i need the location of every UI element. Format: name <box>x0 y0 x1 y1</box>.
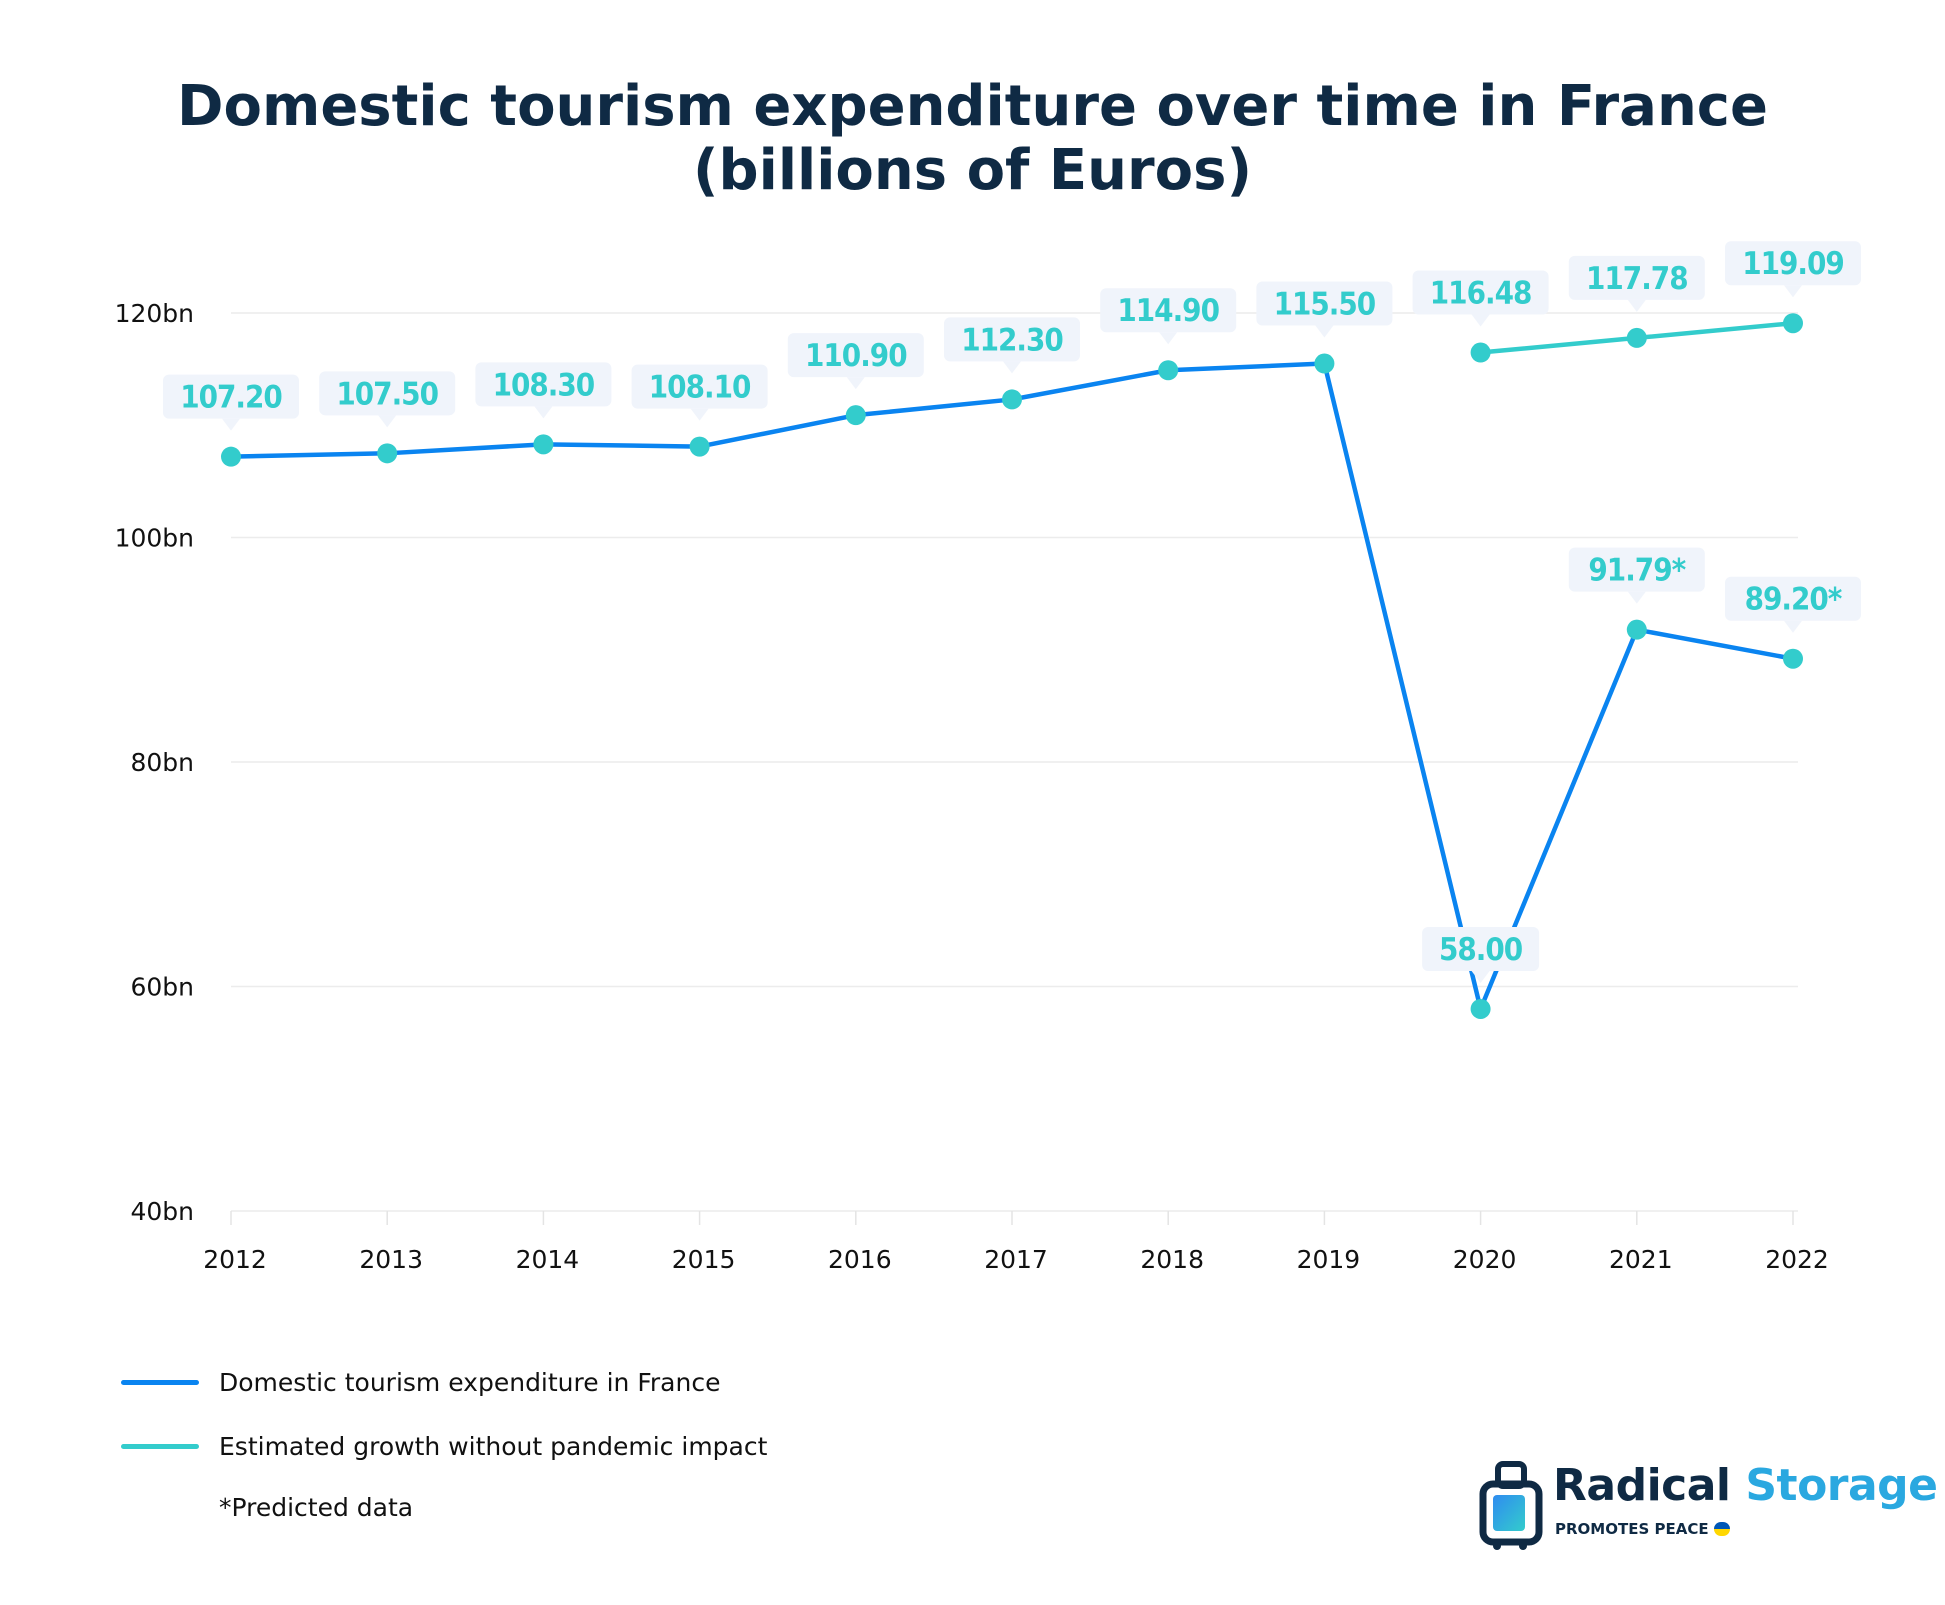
data-label-pointer <box>534 406 553 419</box>
data-label: 115.50 <box>1274 287 1376 323</box>
data-label-box <box>1568 547 1705 592</box>
data-point <box>845 405 866 426</box>
data-point <box>1314 353 1335 374</box>
series-line-0 <box>230 361 1794 1012</box>
data-label-box <box>163 374 299 419</box>
x-tick-label: 2020 <box>1453 1245 1517 1274</box>
title-line-2: (billions of Euros) <box>692 138 1253 203</box>
data-label: 114.90 <box>1117 293 1219 329</box>
data-point <box>1783 648 1803 669</box>
logo-text-light: Storage <box>1745 1460 1938 1511</box>
data-point <box>689 436 710 457</box>
data-label-box <box>631 364 768 409</box>
data-label: 112.30 <box>961 322 1063 358</box>
data-label-pointer <box>1627 591 1646 604</box>
data-point <box>1783 313 1803 334</box>
y-tick-label: 120bn <box>115 299 194 328</box>
y-tick-label: 40bn <box>130 1197 194 1226</box>
data-point <box>1470 998 1491 1019</box>
data-label: 108.30 <box>493 367 595 403</box>
data-label-box <box>1568 255 1705 300</box>
logo-tagline: PROMOTES PEACE <box>1555 1520 1709 1538</box>
legend-label: Estimated growth without pandemic impact <box>219 1432 768 1461</box>
legend-item-estimated: Estimated growth without pandemic impact <box>121 1432 767 1461</box>
data-label-box <box>787 333 924 378</box>
heart-icon <box>1713 1522 1730 1536</box>
data-point <box>1470 342 1491 363</box>
data-label-pointer <box>222 418 240 431</box>
data-label-pointer <box>1471 970 1490 983</box>
data-label-pointer <box>378 415 397 428</box>
data-label: 89.20* <box>1745 582 1843 618</box>
data-label: 107.20 <box>180 380 282 416</box>
data-label-box <box>1725 241 1861 286</box>
data-label: 107.50 <box>336 376 438 412</box>
data-label: 58.00 <box>1439 932 1523 968</box>
data-label: 119.09 <box>1742 246 1844 282</box>
data-point <box>1158 360 1179 381</box>
luggage-icon <box>1479 1461 1543 1550</box>
data-point <box>1002 389 1022 410</box>
x-tick-label: 2018 <box>1140 1245 1204 1274</box>
x-tick-label: 2014 <box>516 1245 580 1274</box>
line-chart: 40bn 60bn 80bn 100bn 120bn 2012 2013 2014 2015 20… <box>115 241 1861 1274</box>
x-tick-label: 2012 <box>203 1245 267 1274</box>
data-label-pointer <box>1003 361 1021 374</box>
data-label-pointer <box>1627 299 1646 312</box>
data-label: 91.79* <box>1588 553 1686 589</box>
y-tick-label: 100bn <box>115 524 194 553</box>
data-label-box <box>319 371 456 416</box>
data-point <box>221 446 241 467</box>
legend-swatch <box>121 1380 199 1385</box>
data-label: 117.78 <box>1586 261 1688 297</box>
data-label-pointer <box>846 377 865 390</box>
data-label-pointer <box>690 408 709 421</box>
radical-storage-logo: Radical Storage PROMOTES PEACE <box>1478 1458 1938 1550</box>
x-tick-label: 2013 <box>359 1245 423 1274</box>
data-label: 110.90 <box>805 338 907 374</box>
x-tick-label: 2017 <box>984 1245 1048 1274</box>
x-tick-label: 2019 <box>1297 1245 1361 1274</box>
y-tick-label: 80bn <box>130 748 194 777</box>
data-label-box <box>1100 288 1237 333</box>
data-label-pointer <box>1159 332 1178 345</box>
data-label-box <box>1725 576 1861 621</box>
data-label-pointer <box>1784 285 1802 298</box>
data-label-box <box>1256 281 1393 326</box>
data-point <box>1626 619 1647 640</box>
data-label-pointer <box>1315 325 1334 338</box>
legend-label: Domestic tourism expenditure in France <box>219 1368 721 1397</box>
data-label-box <box>944 317 1080 362</box>
y-tick-label: 60bn <box>130 973 194 1002</box>
data-point <box>1626 327 1647 348</box>
predicted-note: *Predicted data <box>219 1493 414 1522</box>
data-label: 116.48 <box>1430 276 1532 312</box>
data-label-pointer <box>1471 314 1490 327</box>
legend-item-actual: Domestic tourism expenditure in France <box>121 1368 720 1397</box>
data-label-box <box>475 362 612 407</box>
x-tick-label: 2015 <box>672 1245 736 1274</box>
chart-title: Domestic tourism expenditure over time i… <box>0 75 1945 203</box>
x-tick-label: 2016 <box>828 1245 892 1274</box>
x-tick-label: 2021 <box>1609 1245 1673 1274</box>
data-label: 108.10 <box>649 370 751 406</box>
legend-swatch <box>121 1444 199 1449</box>
data-label-pointer <box>1784 620 1802 633</box>
data-label-box <box>1422 926 1540 971</box>
x-tick-label: 2022 <box>1765 1245 1829 1274</box>
data-point <box>377 443 398 464</box>
logo-text-dark: Radical <box>1553 1460 1731 1511</box>
title-line-1: Domestic tourism expenditure over time i… <box>177 74 1768 139</box>
data-point <box>533 434 554 455</box>
data-label-box <box>1412 270 1549 315</box>
